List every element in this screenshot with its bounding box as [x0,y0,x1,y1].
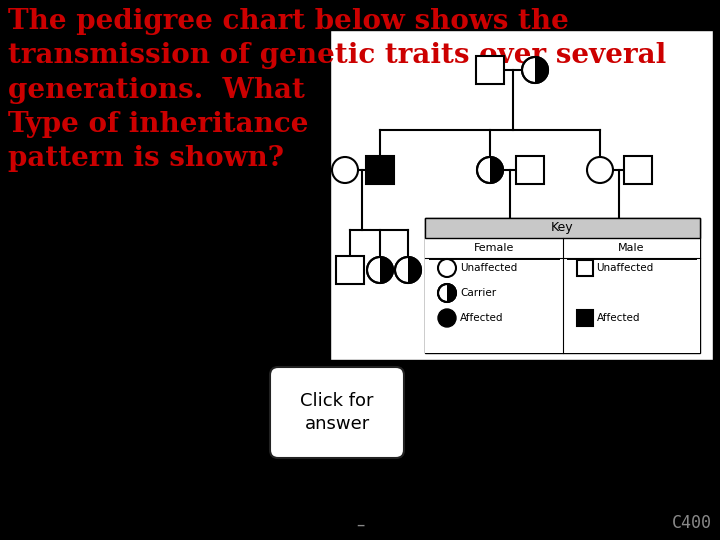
Circle shape [592,257,618,283]
Bar [366,156,394,184]
FancyBboxPatch shape [270,367,404,458]
Bar [577,310,593,326]
Text: Click for
answer: Click for answer [300,392,374,433]
Circle shape [332,157,358,183]
Bar [624,156,652,184]
Circle shape [477,157,503,183]
Circle shape [438,309,456,327]
FancyBboxPatch shape [330,30,713,360]
Circle shape [395,257,421,283]
Text: Affected: Affected [460,313,503,323]
Circle shape [367,257,393,283]
Text: C400: C400 [672,514,712,532]
FancyBboxPatch shape [425,258,700,353]
Wedge shape [408,257,421,283]
Bar [621,256,649,284]
Text: The pedigree chart below shows the
transmission of genetic traits over several
g: The pedigree chart below shows the trans… [8,8,666,172]
Text: Affected: Affected [596,313,640,323]
Wedge shape [447,284,456,302]
Bar [648,256,676,284]
Circle shape [438,284,456,302]
Circle shape [562,257,588,283]
Bar [476,56,504,84]
Circle shape [438,259,456,277]
Text: Female: Female [474,243,514,253]
FancyBboxPatch shape [425,238,700,258]
Text: Unaffected: Unaffected [460,263,517,273]
Bar [516,156,544,184]
Wedge shape [380,257,393,283]
Text: Carrier: Carrier [460,288,496,298]
Circle shape [522,57,548,83]
Bar [496,256,524,284]
Bar [336,256,364,284]
Text: –: – [356,516,364,534]
FancyBboxPatch shape [425,218,700,353]
Text: Male: Male [618,243,644,253]
Circle shape [587,157,613,183]
FancyBboxPatch shape [425,218,700,238]
Bar [577,260,593,276]
Text: Key: Key [552,221,574,234]
Circle shape [463,257,489,283]
Text: Unaffected: Unaffected [596,263,654,273]
Wedge shape [535,57,548,83]
Wedge shape [490,157,503,183]
